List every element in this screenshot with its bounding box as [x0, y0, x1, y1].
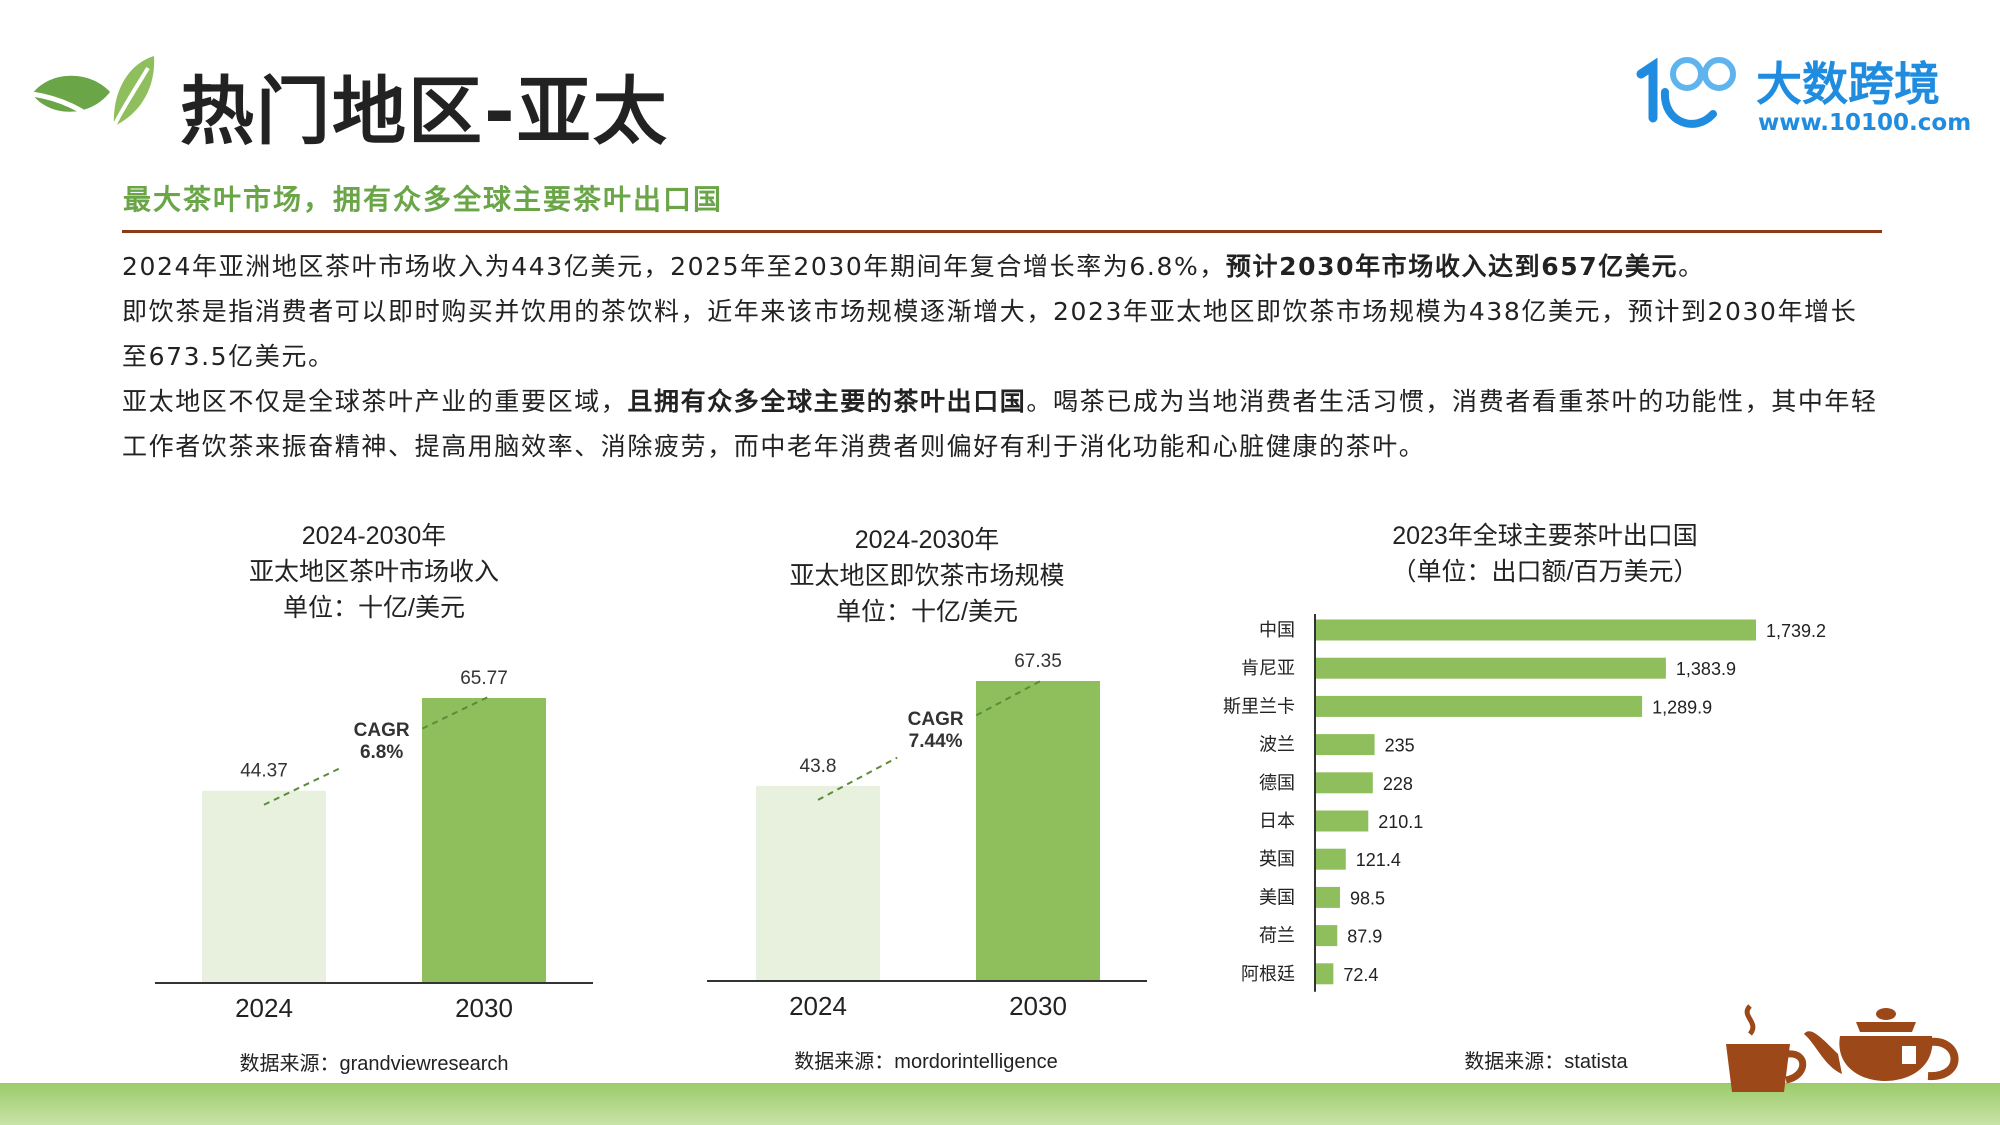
chart1-value-label: 44.37 [240, 761, 288, 782]
chart2-bar-2024 [756, 785, 880, 981]
chart3-value-label: 121.4 [1356, 850, 1401, 870]
chart3-value-label: 87.9 [1347, 927, 1382, 947]
chart3-category-label: 德国 [1259, 773, 1295, 793]
p1-end: 。 [1678, 252, 1705, 281]
title-divider [122, 230, 1882, 233]
chart3-value-label: 210.1 [1378, 812, 1423, 832]
paragraph-exporters: 亚太地区不仅是全球茶叶产业的重要区域，且拥有众多全球主要的茶叶出口国。喝茶已成为… [122, 379, 1882, 469]
chart1-title-line2: 亚太地区茶叶市场收入 [248, 558, 499, 586]
section-subtitle: 最大茶叶市场，拥有众多全球主要茶叶出口国 [123, 183, 724, 216]
chart1-cagr-line-start [263, 765, 344, 806]
chart3-category-label: 阿根廷 [1241, 964, 1295, 984]
chart3-category-label: 斯里兰卡 [1223, 696, 1295, 716]
chart3-title: 2023年全球主要茶叶出口国 （单位：出口额/百万美元） [1345, 518, 1745, 590]
teapot-cup-icon [1726, 1004, 1959, 1092]
p3-bold-text: 且拥有众多全球主要的茶叶出口国 [627, 387, 1027, 416]
chart2-source: 数据来源：mordorintelligence [794, 1051, 1058, 1073]
chart3-category-label: 波兰 [1259, 735, 1295, 755]
footer-band [0, 1083, 2000, 1125]
chart3-value-label: 98.5 [1350, 888, 1385, 908]
chart1-source: 数据来源：grandviewresearch [239, 1053, 509, 1075]
chart3-value-label: 1,383.9 [1676, 659, 1736, 679]
chart3-bar-3 [1315, 734, 1375, 756]
chart3-bar-9 [1315, 963, 1334, 985]
page-title: 热门地区-亚太 [180, 69, 669, 155]
chart2-category-label: 2030 [1009, 991, 1067, 1021]
chart2-cagr-line-end [975, 678, 1045, 717]
chart1-title-line3: 单位：十亿/美元 [283, 594, 465, 622]
chart1-bar-2024 [202, 790, 326, 983]
chart1-title: 2024-2030年 亚太地区茶叶市场收入 单位：十亿/美元 [214, 518, 534, 626]
chart1-cagr-value: 6.8% [360, 742, 403, 763]
chart2-value-label: 43.8 [800, 756, 837, 777]
chart2-title-line2: 亚太地区即饮茶市场规模 [789, 562, 1065, 590]
chart2-category-label: 2024 [789, 991, 847, 1021]
p1-text: 2024年亚洲地区茶叶市场收入为443亿美元，2025年至2030年期间年复合增… [122, 252, 1226, 281]
chart2-cagr-label: CAGR [908, 709, 964, 730]
chart3-value-label: 72.4 [1343, 965, 1378, 985]
chart3-value-label: 235 [1385, 736, 1415, 756]
p3-text: 亚太地区不仅是全球茶叶产业的重要区域， [122, 387, 628, 416]
chart3-value-label: 1,289.9 [1652, 697, 1712, 717]
chart2-title-line1: 2024-2030年 [854, 526, 1000, 554]
chart3-bar-1 [1315, 657, 1666, 679]
chart1-category-label: 2030 [455, 993, 513, 1023]
chart3-bar-8 [1315, 925, 1338, 947]
chart2-cagr-line-start [817, 756, 898, 801]
leaf-logo-icon [31, 56, 155, 130]
paragraph-market-revenue: 2024年亚洲地区茶叶市场收入为443亿美元，2025年至2030年期间年复合增… [122, 244, 1882, 289]
chart1-cagr-label: CAGR [354, 720, 410, 741]
chart2-cagr-value: 7.44% [909, 731, 963, 752]
chart3-value-label: 1,739.2 [1766, 621, 1826, 641]
p1-bold-text: 预计2030年市场收入达到657亿美元 [1225, 252, 1679, 281]
chart2-value-label: 67.35 [1014, 651, 1062, 672]
chart2-bar-2030 [976, 681, 1100, 981]
chart3-category-label: 英国 [1259, 849, 1295, 869]
chart3-bar-2 [1315, 695, 1643, 717]
chart1-value-label: 65.77 [460, 668, 508, 689]
chart3-value-label: 228 [1383, 774, 1413, 794]
chart3-source: 数据来源：statista [1464, 1051, 1628, 1073]
chart3-category-label: 中国 [1259, 620, 1295, 640]
chart3-bar-7 [1315, 886, 1340, 908]
chart3-bar-0 [1315, 619, 1756, 641]
paragraph-rtd-tea: 即饮茶是指消费者可以即时购买并饮用的茶饮料，近年来该市场规模逐渐增大，2023年… [122, 297, 1858, 371]
chart3-bar-4 [1315, 772, 1373, 794]
brand-name: 大数跨境 [1756, 57, 1940, 111]
chart3-bar-5 [1315, 810, 1369, 832]
chart1-bar-2030 [422, 698, 546, 983]
chart3-title-line2: （单位：出口额/百万美元） [1391, 558, 1699, 586]
chart2-title-line3: 单位：十亿/美元 [836, 598, 1018, 626]
chart3-category-label: 美国 [1259, 887, 1295, 907]
chart2-title: 2024-2030年 亚太地区即饮茶市场规模 单位：十亿/美元 [742, 522, 1112, 630]
chart1-title-line1: 2024-2030年 [301, 522, 447, 550]
chart3-category-label: 日本 [1259, 811, 1295, 831]
brand-url[interactable]: www.10100.com [1758, 110, 1972, 136]
p3-end: 。喝茶已成为当地消费者生活习惯，消费者看重茶叶的功能性，其中年轻工作者饮茶来振奋… [122, 387, 1878, 461]
chart3-svg: 中国 1,739.2 肯尼亚 1,383.9 斯里兰卡 1,289.9 波兰 235 德国 228… [1223, 614, 1826, 992]
brand-logo-icon [1636, 57, 1736, 128]
chart1-cagr-line-end [421, 695, 491, 730]
chart3-category-label: 荷兰 [1259, 926, 1295, 946]
chart3-category-label: 肯尼亚 [1241, 658, 1295, 678]
chart3-bar-6 [1315, 848, 1346, 870]
chart1-category-label: 2024 [235, 993, 293, 1023]
chart3-title-line1: 2023年全球主要茶叶出口国 [1392, 522, 1698, 550]
